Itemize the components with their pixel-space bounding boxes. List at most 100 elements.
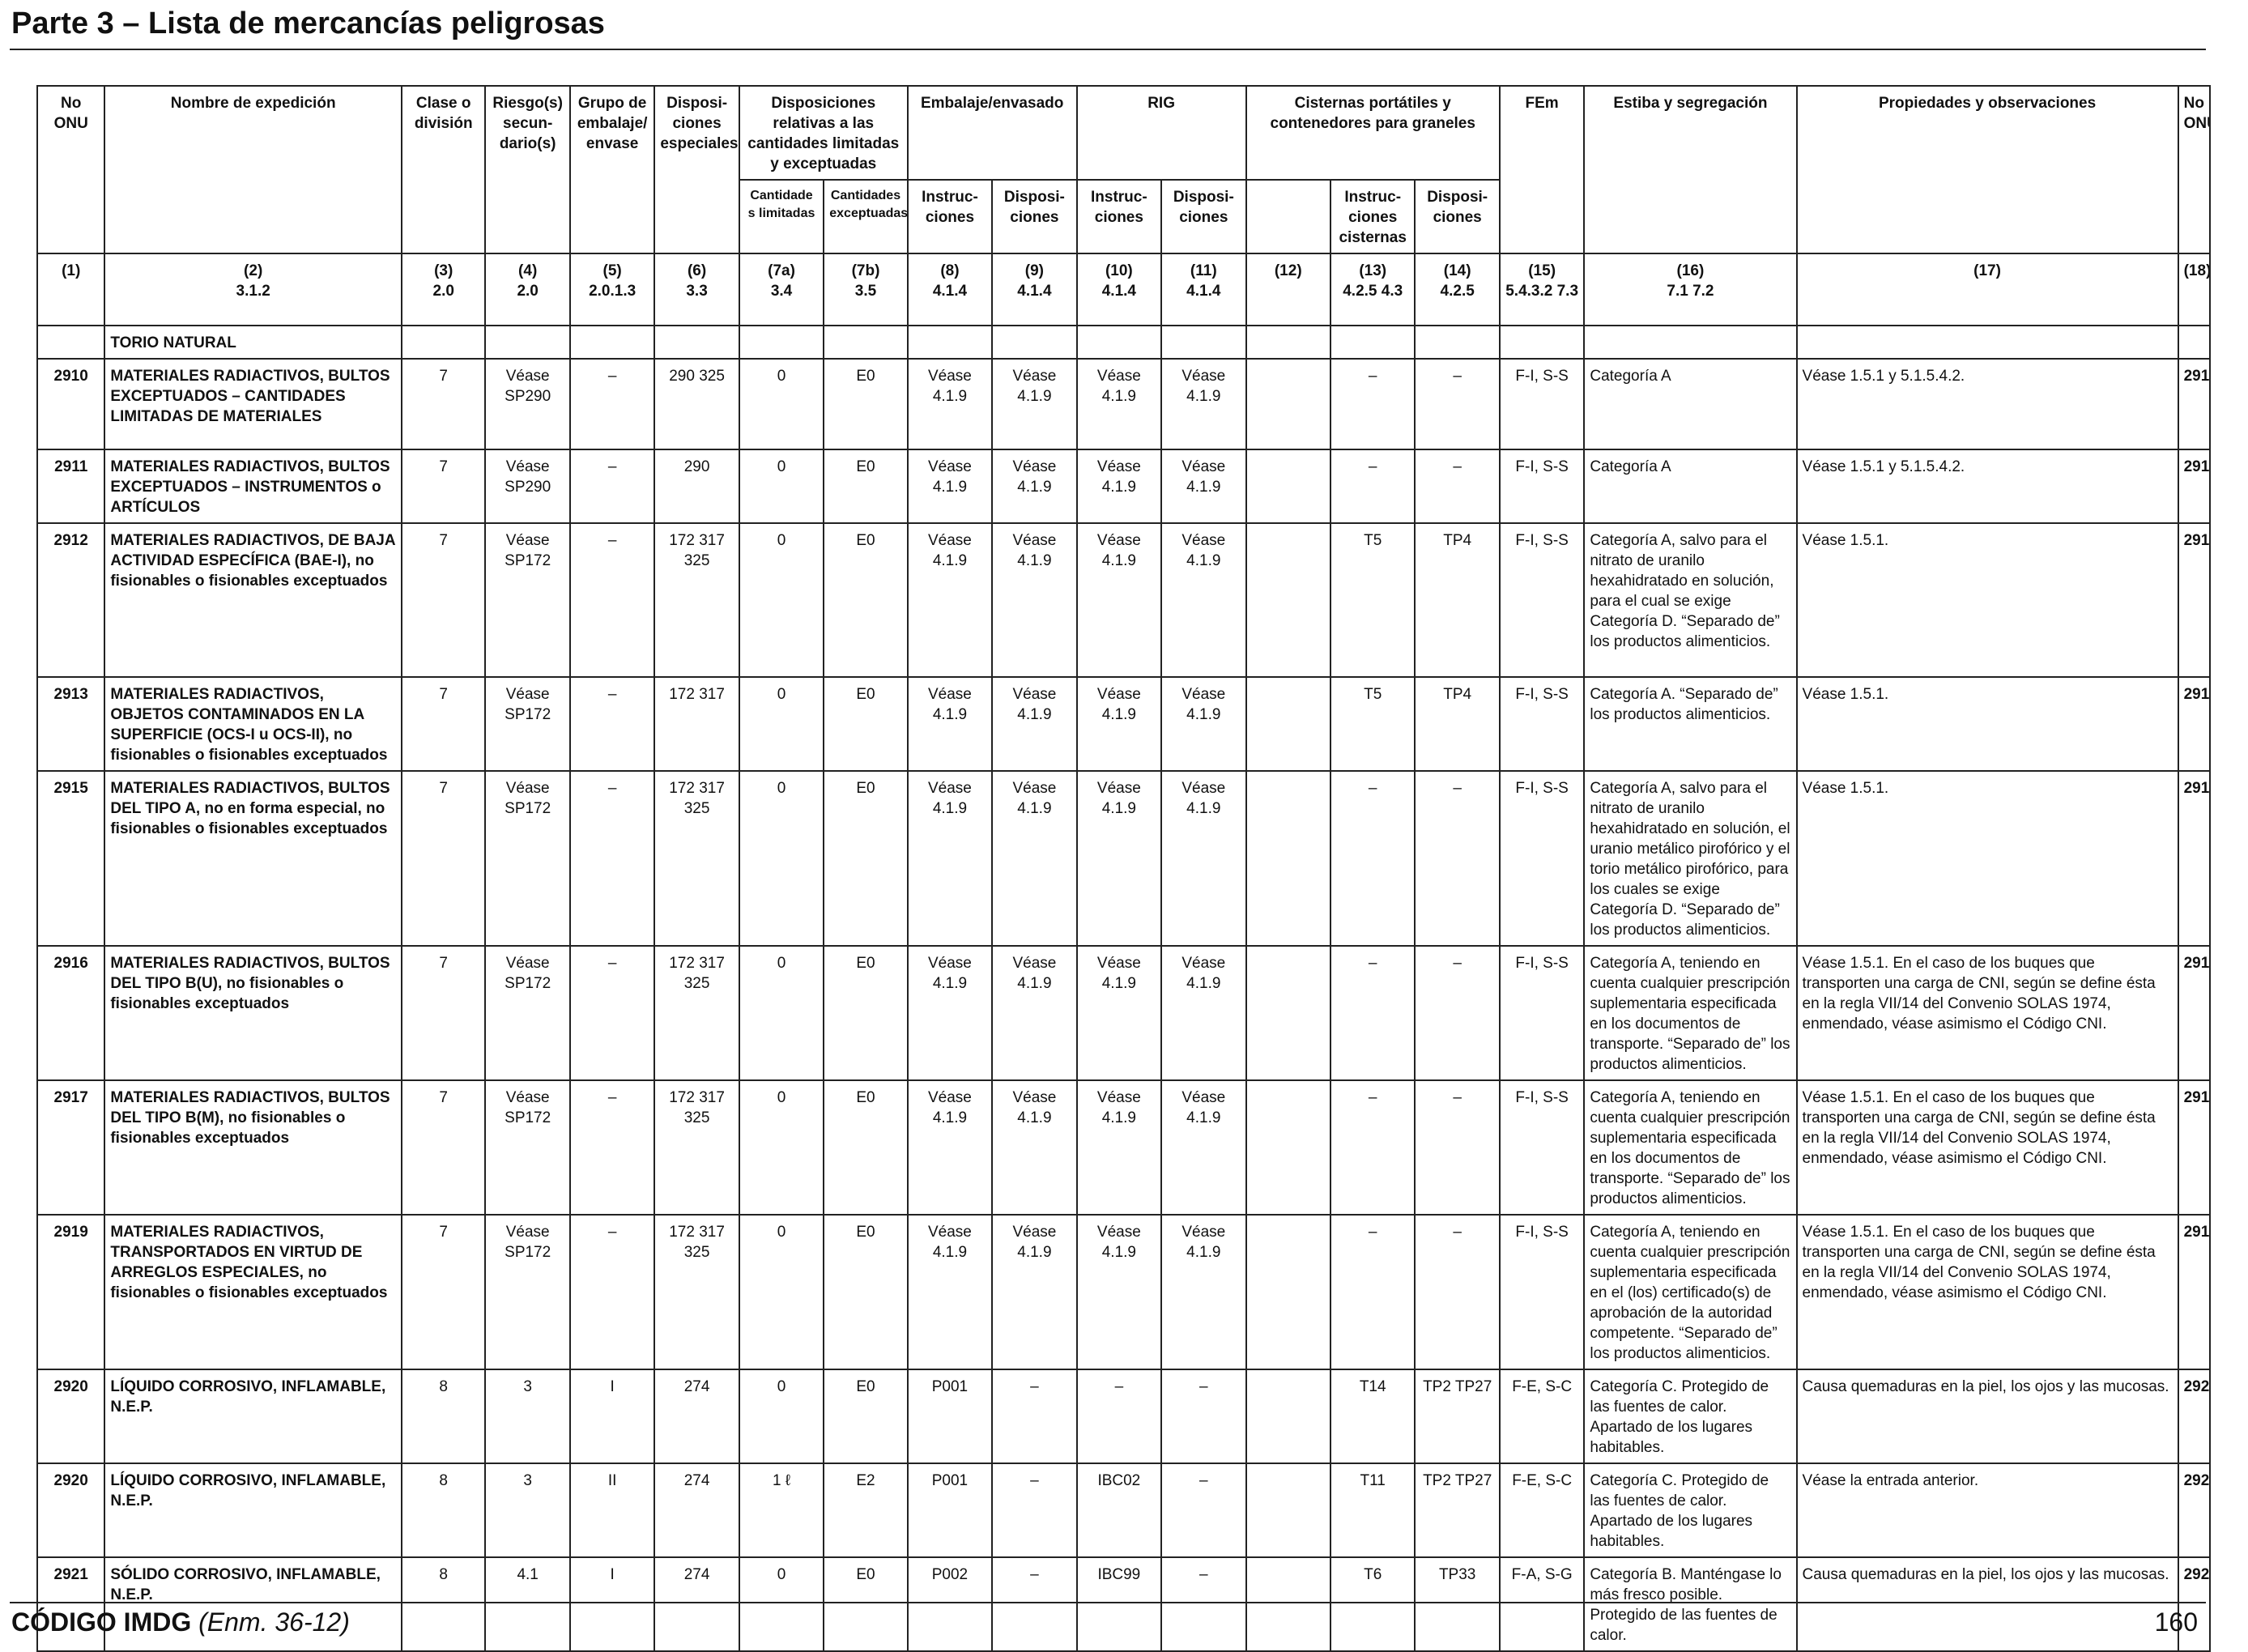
cell-class: 8 xyxy=(400,1369,487,1464)
cell-ibc-i: Véase 4.1.9 xyxy=(1075,449,1163,524)
cell-tank-i: – xyxy=(1329,1079,1416,1216)
cell-pack-p: Véase 4.1.9 xyxy=(991,945,1078,1081)
page-number: 160 xyxy=(2154,1607,2198,1637)
cell-props: Causa quemaduras en la piel, los ojos y … xyxy=(1795,1556,2179,1652)
cell-sp: 290 325 xyxy=(654,358,740,450)
cell-sub: Véase SP172 xyxy=(484,1214,571,1370)
continuation-empty-cell xyxy=(738,325,825,360)
cell-name: MATERIALES RADIACTIVOS, TRANSPORTADOS EN… xyxy=(104,1214,402,1370)
cell-props: Véase 1.5.1. En el caso de los buques qu… xyxy=(1795,945,2179,1081)
cell-pg: – xyxy=(568,522,656,678)
cell-eq: E0 xyxy=(823,1214,909,1370)
column-number-cell: (18) xyxy=(2177,253,2212,326)
cell-name: MATERIALES RADIACTIVOS, BULTOS DEL TIPO … xyxy=(104,770,402,947)
cell-lq: 1 ℓ xyxy=(738,1463,825,1558)
cell-eq: E0 xyxy=(823,1556,909,1652)
cell-pack-i: Véase 4.1.9 xyxy=(906,1214,994,1370)
cell-pack-p: Véase 4.1.9 xyxy=(991,522,1078,678)
cell-sub: Véase SP172 xyxy=(484,945,571,1081)
col-header-nombre: Nombre de expedición xyxy=(104,85,402,254)
cell-c12 xyxy=(1245,1079,1331,1216)
cell-lq: 0 xyxy=(738,1369,825,1464)
cell-eq: E0 xyxy=(823,358,909,450)
cell-un-end: 2917 xyxy=(2177,1079,2212,1216)
cell-props: Véase 1.5.1. xyxy=(1795,522,2179,678)
cell-un-end: 2915 xyxy=(2177,770,2212,947)
table-row: 2920 LÍQUIDO CORROSIVO, INFLAMABLE, N.E.P… xyxy=(36,1369,2212,1464)
column-number: (14) xyxy=(1443,262,1471,279)
cell-class: 7 xyxy=(400,676,487,772)
cell-pack-p: Véase 4.1.9 xyxy=(991,1214,1078,1370)
cell-c12 xyxy=(1245,1369,1331,1464)
cell-eq: E0 xyxy=(823,945,909,1081)
cell-tank-p: TP2 TP27 xyxy=(1414,1463,1501,1558)
cell-ibc-i: Véase 4.1.9 xyxy=(1075,358,1163,450)
continuation-un-cell xyxy=(36,325,106,360)
cell-eq: E0 xyxy=(823,522,909,678)
cell-pg: – xyxy=(568,945,656,1081)
cell-un-end: 2910 xyxy=(2177,358,2212,450)
cell-tank-i: – xyxy=(1329,449,1416,524)
col-header-fem: FEm xyxy=(1498,85,1586,254)
cell-sp: 172 317 325 xyxy=(654,770,740,947)
cell-name: LÍQUIDO CORROSIVO, INFLAMABLE, N.E.P. xyxy=(104,1369,402,1464)
col-header-cisternas-instrucciones: Instruc- ciones cisternas xyxy=(1329,179,1416,254)
cell-pg: I xyxy=(568,1369,656,1464)
cell-props: Véase 1.5.1. xyxy=(1795,676,2179,772)
cell-ems: F-I, S-S xyxy=(1498,945,1586,1081)
continuation-empty-cell xyxy=(1583,325,1798,360)
cell-lq: 0 xyxy=(738,1079,825,1216)
cell-ems: F-E, S-C xyxy=(1498,1463,1586,1558)
cell-sub: Véase SP290 xyxy=(484,358,571,450)
footer-code-name: CÓDIGO IMDG xyxy=(11,1607,192,1637)
column-number-cell: (6) 3.3 xyxy=(654,253,740,326)
cell-tank-p: TP4 xyxy=(1414,522,1501,678)
column-number: (5) xyxy=(602,262,622,279)
continuation-empty-cell xyxy=(1160,325,1247,360)
cell-sub: Véase SP172 xyxy=(484,522,571,678)
cell-lq: 0 xyxy=(738,449,825,524)
cell-name: LÍQUIDO CORROSIVO, INFLAMABLE, N.E.P. xyxy=(104,1463,402,1558)
cell-stow: Categoría A xyxy=(1583,358,1798,450)
cell-tank-i: T5 xyxy=(1329,676,1416,772)
column-number: (15) xyxy=(1528,262,1556,279)
continuation-empty-cell xyxy=(2177,325,2212,360)
column-reference: 4.1.4 xyxy=(1017,283,1052,300)
cell-ibc-i: Véase 4.1.9 xyxy=(1075,676,1163,772)
cell-ems: F-I, S-S xyxy=(1498,358,1586,450)
continuation-row: TORIO NATURAL xyxy=(36,325,2212,360)
cell-name: MATERIALES RADIACTIVOS, BULTOS DEL TIPO … xyxy=(104,945,402,1081)
cell-eq: E0 xyxy=(823,676,909,772)
column-reference: 4.2.5 4.3 xyxy=(1343,283,1403,300)
cell-c12 xyxy=(1245,945,1331,1081)
cell-name: MATERIALES RADIACTIVOS, OBJETOS CONTAMIN… xyxy=(104,676,402,772)
cell-pg: – xyxy=(568,358,656,450)
table-row: 2917 MATERIALES RADIACTIVOS, BULTOS DEL T… xyxy=(36,1079,2212,1216)
header-row-1: No ONU Nombre de expedición Clase o divi… xyxy=(36,85,2212,254)
column-number: (8) xyxy=(940,262,960,279)
cell-tank-p: – xyxy=(1414,1214,1501,1370)
column-number: (13) xyxy=(1359,262,1387,279)
column-number: (7a) xyxy=(768,262,795,279)
cell-stow: Categoría A, teniendo en cuenta cualquie… xyxy=(1583,1214,1798,1370)
column-number: (11) xyxy=(1190,262,1217,279)
cell-pack-p: Véase 4.1.9 xyxy=(991,676,1078,772)
cell-class: 7 xyxy=(400,1079,487,1216)
column-number-cell: (10) 4.1.4 xyxy=(1075,253,1163,326)
column-number: (17) xyxy=(1973,262,2001,279)
cell-lq: 0 xyxy=(738,676,825,772)
cell-ibc-i: Véase 4.1.9 xyxy=(1075,1214,1163,1370)
col-header-cant-exceptuadas: Cantidades exceptuadas xyxy=(823,179,909,254)
cell-pg: II xyxy=(568,1463,656,1558)
cell-pg: – xyxy=(568,676,656,772)
cell-class: 7 xyxy=(400,770,487,947)
cell-stow: Categoría A xyxy=(1583,449,1798,524)
cell-pack-i: Véase 4.1.9 xyxy=(906,945,994,1081)
column-number-cell: (7a) 3.4 xyxy=(738,253,825,326)
table-row: 2912 MATERIALES RADIACTIVOS, DE BAJA ACTI… xyxy=(36,522,2212,678)
cell-sub: Véase SP172 xyxy=(484,770,571,947)
header-rule xyxy=(10,49,2206,50)
col-header-embalaje-disposiciones: Disposi- ciones xyxy=(991,179,1078,254)
cell-ibc-p: Véase 4.1.9 xyxy=(1160,358,1247,450)
cell-class: 7 xyxy=(400,358,487,450)
